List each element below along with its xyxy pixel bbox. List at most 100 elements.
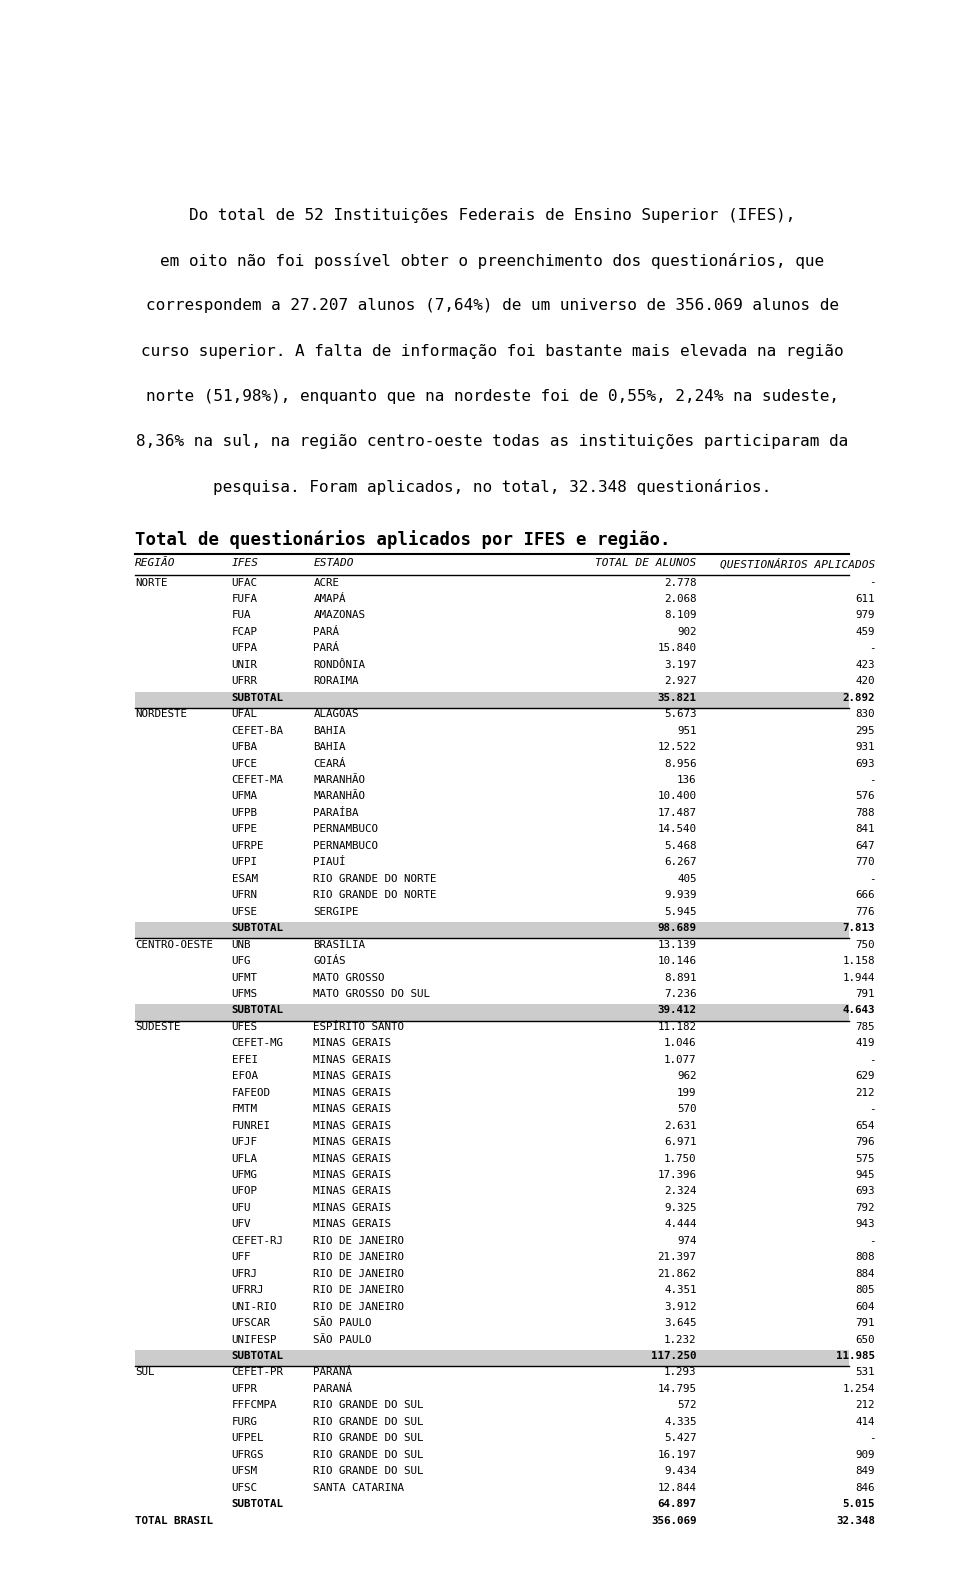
Text: CEFET-MG: CEFET-MG bbox=[231, 1038, 283, 1048]
Text: FAFEOD: FAFEOD bbox=[231, 1088, 271, 1097]
Text: 5.468: 5.468 bbox=[664, 841, 697, 850]
Text: MINAS GERAIS: MINAS GERAIS bbox=[313, 1170, 392, 1179]
Text: SUDESTE: SUDESTE bbox=[134, 1023, 180, 1032]
Text: 6.267: 6.267 bbox=[664, 858, 697, 867]
Text: MARANHÃO: MARANHÃO bbox=[313, 792, 366, 801]
Text: SÃO PAULO: SÃO PAULO bbox=[313, 1319, 372, 1328]
Text: 2.068: 2.068 bbox=[664, 594, 697, 605]
Text: UFRN: UFRN bbox=[231, 890, 257, 901]
Text: CEARÁ: CEARÁ bbox=[313, 758, 346, 769]
Text: -: - bbox=[869, 1236, 876, 1246]
Text: PARAÍBA: PARAÍBA bbox=[313, 807, 359, 818]
Text: UFRJ: UFRJ bbox=[231, 1268, 257, 1279]
Text: 2.631: 2.631 bbox=[664, 1121, 697, 1130]
Text: 791: 791 bbox=[855, 989, 876, 999]
Text: 7.236: 7.236 bbox=[664, 989, 697, 999]
Text: 576: 576 bbox=[855, 792, 876, 801]
Text: MINAS GERAIS: MINAS GERAIS bbox=[313, 1203, 392, 1213]
Text: pesquisa. Foram aplicados, no total, 32.348 questionários.: pesquisa. Foram aplicados, no total, 32.… bbox=[213, 478, 771, 495]
Text: 1.254: 1.254 bbox=[843, 1384, 876, 1395]
Bar bbox=[134, 921, 849, 939]
Text: 5.427: 5.427 bbox=[664, 1433, 697, 1444]
Text: norte (51,98%), enquanto que na nordeste foi de 0,55%, 2,24% na sudeste,: norte (51,98%), enquanto que na nordeste… bbox=[146, 389, 838, 404]
Text: 531: 531 bbox=[855, 1368, 876, 1377]
Text: 12.844: 12.844 bbox=[658, 1483, 697, 1493]
Text: UFPEL: UFPEL bbox=[231, 1433, 264, 1444]
Text: SUBTOTAL: SUBTOTAL bbox=[231, 693, 283, 703]
Text: MINAS GERAIS: MINAS GERAIS bbox=[313, 1154, 392, 1164]
Text: 11.182: 11.182 bbox=[658, 1023, 697, 1032]
Text: RIO GRANDE DO SUL: RIO GRANDE DO SUL bbox=[313, 1417, 424, 1426]
Text: FURG: FURG bbox=[231, 1417, 257, 1426]
Text: UFMA: UFMA bbox=[231, 792, 257, 801]
Text: 931: 931 bbox=[855, 742, 876, 752]
Text: 9.939: 9.939 bbox=[664, 890, 697, 901]
Text: CEFET-RJ: CEFET-RJ bbox=[231, 1236, 283, 1246]
Text: 17.396: 17.396 bbox=[658, 1170, 697, 1179]
Text: 808: 808 bbox=[855, 1252, 876, 1262]
Text: PARANÁ: PARANÁ bbox=[313, 1368, 352, 1377]
Text: 750: 750 bbox=[855, 940, 876, 950]
Text: 830: 830 bbox=[855, 709, 876, 719]
Text: PARÁ: PARÁ bbox=[313, 643, 340, 654]
Text: MINAS GERAIS: MINAS GERAIS bbox=[313, 1088, 392, 1097]
Text: 136: 136 bbox=[677, 776, 697, 785]
Text: 945: 945 bbox=[855, 1170, 876, 1179]
Text: RIO GRANDE DO SUL: RIO GRANDE DO SUL bbox=[313, 1450, 424, 1460]
Text: 943: 943 bbox=[855, 1219, 876, 1230]
Text: SUBTOTAL: SUBTOTAL bbox=[231, 923, 283, 932]
Text: -: - bbox=[869, 1433, 876, 1444]
Text: UNIFESP: UNIFESP bbox=[231, 1334, 277, 1344]
Text: PARÁ: PARÁ bbox=[313, 627, 340, 636]
Text: 1.232: 1.232 bbox=[664, 1334, 697, 1344]
Text: UFF: UFF bbox=[231, 1252, 252, 1262]
Text: UNIR: UNIR bbox=[231, 660, 257, 670]
Text: 647: 647 bbox=[855, 841, 876, 850]
Text: 629: 629 bbox=[855, 1072, 876, 1081]
Text: 199: 199 bbox=[677, 1088, 697, 1097]
Text: 979: 979 bbox=[855, 611, 876, 621]
Text: 805: 805 bbox=[855, 1285, 876, 1295]
Text: RIO GRANDE DO NORTE: RIO GRANDE DO NORTE bbox=[313, 874, 437, 883]
Text: Total de questionários aplicados por IFES e região.: Total de questionários aplicados por IFE… bbox=[134, 530, 670, 549]
Text: 909: 909 bbox=[855, 1450, 876, 1460]
Text: 64.897: 64.897 bbox=[658, 1499, 697, 1509]
Text: 459: 459 bbox=[855, 627, 876, 636]
Text: SANTA CATARINA: SANTA CATARINA bbox=[313, 1483, 404, 1493]
Text: 611: 611 bbox=[855, 594, 876, 605]
Text: 9.434: 9.434 bbox=[664, 1466, 697, 1477]
Text: 405: 405 bbox=[677, 874, 697, 883]
Text: 419: 419 bbox=[855, 1038, 876, 1048]
Text: -: - bbox=[869, 578, 876, 587]
Text: 5.015: 5.015 bbox=[843, 1499, 876, 1509]
Text: curso superior. A falta de informação foi bastante mais elevada na região: curso superior. A falta de informação fo… bbox=[141, 344, 843, 358]
Text: 8.956: 8.956 bbox=[664, 758, 697, 769]
Text: SUBTOTAL: SUBTOTAL bbox=[231, 1350, 283, 1361]
Text: ACRE: ACRE bbox=[313, 578, 340, 587]
Text: SUBTOTAL: SUBTOTAL bbox=[231, 1005, 283, 1015]
Text: 575: 575 bbox=[855, 1154, 876, 1164]
Text: AMAZONAS: AMAZONAS bbox=[313, 611, 366, 621]
Text: 356.069: 356.069 bbox=[651, 1515, 697, 1526]
Text: ALAGOAS: ALAGOAS bbox=[313, 709, 359, 719]
Text: -: - bbox=[869, 1105, 876, 1114]
Text: 21.397: 21.397 bbox=[658, 1252, 697, 1262]
Text: RIO GRANDE DO SUL: RIO GRANDE DO SUL bbox=[313, 1466, 424, 1477]
Text: UFSC: UFSC bbox=[231, 1483, 257, 1493]
Text: 902: 902 bbox=[677, 627, 697, 636]
Text: FMTM: FMTM bbox=[231, 1105, 257, 1114]
Text: BRASÍLIA: BRASÍLIA bbox=[313, 940, 366, 950]
Text: FUA: FUA bbox=[231, 611, 252, 621]
Text: -: - bbox=[869, 1054, 876, 1065]
Text: UFG: UFG bbox=[231, 956, 252, 966]
Text: RIO DE JANEIRO: RIO DE JANEIRO bbox=[313, 1268, 404, 1279]
Text: NORDESTE: NORDESTE bbox=[134, 709, 187, 719]
Text: UFSE: UFSE bbox=[231, 907, 257, 917]
Text: 98.689: 98.689 bbox=[658, 923, 697, 932]
Text: RIO GRANDE DO SUL: RIO GRANDE DO SUL bbox=[313, 1401, 424, 1410]
Text: 212: 212 bbox=[855, 1401, 876, 1410]
Text: FUFA: FUFA bbox=[231, 594, 257, 605]
Text: 414: 414 bbox=[855, 1417, 876, 1426]
Text: UFES: UFES bbox=[231, 1023, 257, 1032]
Text: MINAS GERAIS: MINAS GERAIS bbox=[313, 1186, 392, 1197]
